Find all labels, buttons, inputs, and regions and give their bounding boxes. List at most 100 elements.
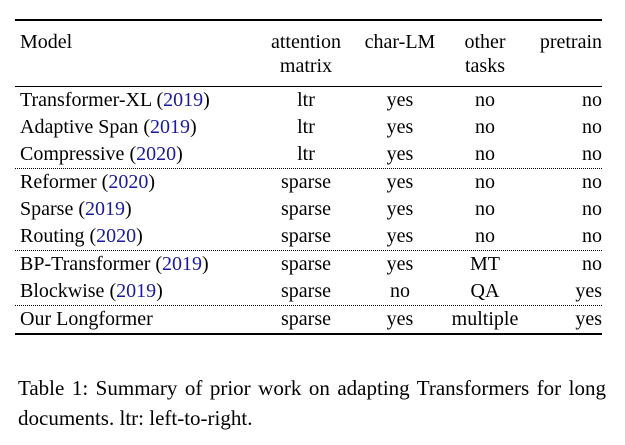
citation-open: ( [104, 280, 117, 302]
citation-open: ( [150, 253, 163, 275]
model-cell: Compressive (2020) [15, 141, 252, 168]
char-lm-cell: yes [386, 116, 414, 138]
other-tasks-cell: no [475, 198, 495, 220]
citation-year-link[interactable]: 2020 [108, 171, 149, 193]
citation-open: ( [73, 198, 85, 220]
char-lm-cell: yes [386, 171, 414, 193]
char-lm-cell: yes [386, 89, 414, 111]
citation-close: ) [202, 253, 209, 275]
model-cell: Routing (2020) [15, 223, 252, 250]
table-row: Adaptive Span (2019) ltr yes no no [15, 114, 602, 141]
bottom-rule [15, 333, 602, 335]
pretrain-cell: yes [575, 280, 602, 302]
group-separator [15, 305, 602, 306]
model-name: Sparse [20, 198, 74, 220]
model-name: BP-Transformer [20, 253, 151, 275]
model-name: Adaptive Span [20, 116, 139, 138]
citation-open: ( [138, 116, 150, 138]
header-char-lm: char-LM [364, 31, 436, 53]
char-lm-cell: yes [386, 253, 414, 275]
table-caption: Table 1: Summary of prior work on adapti… [18, 376, 606, 430]
citation-close: ) [156, 280, 163, 302]
citation-open: ( [151, 89, 164, 111]
other-tasks-cell: QA [470, 280, 500, 302]
comparison-table: Model attention matrix char-LM other tas… [15, 19, 602, 335]
table-row: Compressive (2020) ltr yes no no [15, 141, 602, 168]
model-cell: Blockwise (2019) [15, 278, 252, 305]
table-row: Reformer (2020) sparse yes no no [15, 169, 602, 196]
header-attention-line2: matrix [279, 55, 333, 77]
citation-close: ) [125, 198, 132, 220]
char-lm-cell: yes [386, 308, 414, 330]
top-rule [15, 19, 602, 21]
citation-year-link[interactable]: 2019 [162, 253, 203, 275]
model-cell: BP-Transformer (2019) [15, 251, 252, 278]
group-separator [15, 250, 602, 251]
other-tasks-cell: no [475, 171, 495, 193]
attention-cell: sparse [281, 171, 331, 193]
other-tasks-cell: no [475, 225, 495, 247]
other-tasks-cell: multiple [451, 308, 519, 330]
attention-cell: ltr [297, 116, 315, 138]
header-attention-line1: attention [271, 31, 341, 53]
attention-cell: sparse [281, 280, 331, 302]
header-model: Model [20, 31, 73, 53]
attention-cell: ltr [297, 89, 315, 111]
citation-close: ) [176, 143, 183, 165]
citation-open: ( [96, 171, 109, 193]
table-row: Sparse (2019) sparse yes no no [15, 196, 602, 223]
model-name: Routing [20, 225, 85, 247]
other-tasks-cell: no [475, 89, 495, 111]
other-tasks-cell: MT [470, 253, 500, 275]
citation-year-link[interactable]: 2019 [116, 280, 157, 302]
table-row: Our Longformer sparse yes multiple yes [15, 306, 602, 333]
citation-close: ) [203, 89, 210, 111]
citation-year-link[interactable]: 2019 [149, 116, 190, 138]
model-cell: Our Longformer [15, 306, 252, 333]
char-lm-cell: yes [386, 225, 414, 247]
model-name: Reformer [20, 171, 97, 193]
citation-year-link[interactable]: 2020 [136, 143, 177, 165]
model-name: Our Longformer [20, 308, 153, 330]
char-lm-cell: no [390, 280, 410, 302]
header-rule [15, 86, 602, 87]
header-other-line1: other [464, 31, 506, 53]
citation-year-link[interactable]: 2020 [96, 225, 137, 247]
header-other-line2: tasks [465, 55, 505, 77]
model-name: Blockwise [20, 280, 105, 302]
char-lm-cell: yes [386, 198, 414, 220]
attention-cell: sparse [281, 225, 331, 247]
other-tasks-cell: no [475, 116, 495, 138]
pretrain-cell: no [582, 116, 602, 138]
char-lm-cell: yes [386, 143, 414, 165]
model-name: Compressive [20, 143, 125, 165]
other-tasks-cell: no [475, 143, 495, 165]
model-name: Transformer-XL [20, 89, 152, 111]
table-row: BP-Transformer (2019) sparse yes MT no [15, 251, 602, 278]
group-separator [15, 168, 602, 169]
model-cell: Reformer (2020) [15, 169, 252, 196]
pretrain-cell: no [582, 171, 602, 193]
table-body: Transformer-XL (2019) ltr yes no no Adaptive … [15, 87, 602, 333]
pretrain-cell: yes [575, 308, 602, 330]
table-row: Transformer-XL (2019) ltr yes no no [15, 87, 602, 114]
citation-year-link[interactable]: 2019 [85, 198, 125, 220]
model-cell: Transformer-XL (2019) [15, 87, 252, 114]
header-row: Model attention matrix char-LM other tas… [15, 21, 602, 86]
citation-close: ) [136, 225, 143, 247]
citation-year-link[interactable]: 2019 [163, 89, 204, 111]
header-pretrain: pretrain [539, 31, 602, 53]
citation-open: ( [84, 225, 97, 247]
pretrain-cell: no [582, 225, 602, 247]
table-row: Routing (2020) sparse yes no no [15, 223, 602, 250]
pretrain-cell: no [582, 198, 602, 220]
attention-cell: sparse [281, 308, 331, 330]
attention-cell: sparse [281, 198, 331, 220]
pretrain-cell: no [582, 89, 602, 111]
attention-cell: ltr [297, 143, 315, 165]
citation-open: ( [124, 143, 137, 165]
pretrain-cell: no [582, 143, 602, 165]
citation-close: ) [189, 116, 197, 138]
citation-close: ) [148, 171, 155, 193]
model-cell: Sparse (2019) [15, 196, 252, 223]
